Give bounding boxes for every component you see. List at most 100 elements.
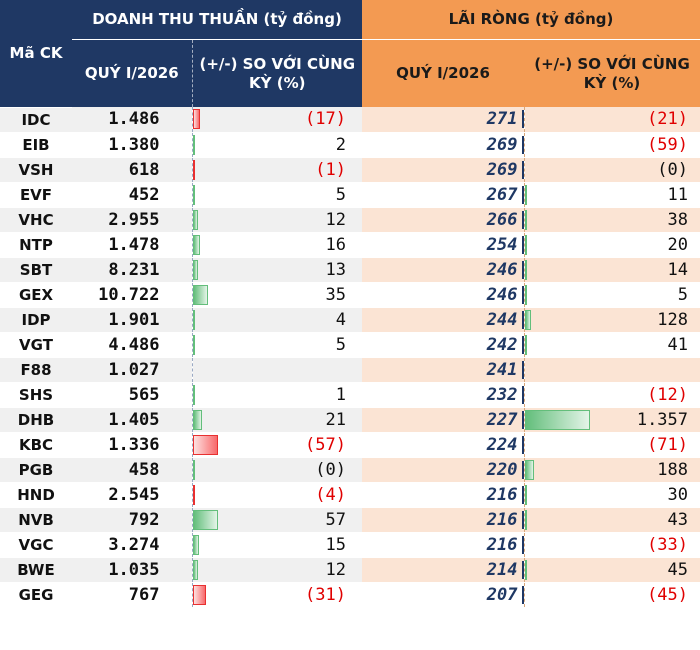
revenue-cell: 1.486 — [72, 107, 192, 133]
profit-change-bar — [524, 334, 527, 355]
profit-change-cell: (33) — [523, 532, 700, 558]
header-row-top: Mã CK DOANH THU THUẦN (tỷ đồng) LÃI RÒNG… — [0, 0, 700, 108]
table-row: SHS 565 1 232 (12) — [0, 382, 700, 408]
profit-change-value: 128 — [657, 309, 689, 330]
profit-marker — [521, 185, 524, 204]
profit-change-cell: 128 — [523, 307, 700, 333]
revenue-change-cell: 5 — [191, 332, 362, 358]
table-row: DHB 1.405 21 227 1.357 — [0, 407, 700, 433]
revenue-change-bar — [192, 559, 198, 580]
revenue-cell: 1.336 — [72, 432, 192, 458]
revenue-cell: 1.478 — [72, 232, 192, 258]
header-row-sub: QUÝ I/2026 (+/-) SO VỚI CÙNG KỲ (%) QUÝ … — [0, 39, 700, 107]
profit-value: 227 — [486, 409, 518, 430]
profit-change-cell: (71) — [523, 432, 700, 458]
revenue-cell: 1.901 — [72, 307, 192, 333]
profit-marker — [521, 310, 524, 329]
profit-value: 269 — [486, 134, 518, 155]
profit-marker — [521, 235, 524, 254]
profit-cell: 246 — [362, 257, 524, 283]
profit-change-cell: 188 — [523, 457, 700, 483]
profit-change-bar — [524, 284, 527, 305]
table-row: VSH 618 (1) 269 (0) — [0, 157, 700, 183]
revenue-cell: 452 — [72, 182, 192, 208]
ticker-cell: F88 — [0, 357, 72, 383]
ticker-cell: DHB — [0, 407, 72, 433]
profit-change-cell: 38 — [523, 207, 700, 233]
revenue-change-cell: 15 — [191, 532, 362, 558]
revenue-change-bar — [192, 459, 195, 480]
profit-marker — [521, 560, 524, 579]
revenue-change-bar — [192, 434, 219, 455]
profit-change-value: 43 — [667, 509, 689, 530]
profit-marker — [521, 135, 524, 154]
profit-cell: 241 — [362, 357, 524, 383]
revenue-cell: 1.035 — [72, 557, 192, 583]
profit-change-cell: 43 — [523, 507, 700, 533]
table-row: KBC 1.336 (57) 224 (71) — [0, 432, 700, 458]
revenue-cell: 565 — [72, 382, 192, 408]
profit-marker — [521, 485, 524, 504]
table-row: IDP 1.901 4 244 128 — [0, 307, 700, 333]
revenue-change-value: 1 — [335, 384, 346, 405]
table-row: VGT 4.486 5 242 41 — [0, 332, 700, 358]
revenue-cell: 767 — [72, 582, 192, 608]
profit-change-value: 38 — [667, 209, 689, 230]
profit-change-cell: 5 — [523, 282, 700, 308]
revenue-change-bar — [192, 159, 195, 180]
profit-cell: 227 — [362, 407, 524, 433]
revenue-change-bar — [192, 259, 199, 280]
table-row: NVB 792 57 216 43 — [0, 507, 700, 533]
table-row: NTP 1.478 16 254 20 — [0, 232, 700, 258]
revenue-change-cell: (17) — [191, 107, 362, 133]
profit-value: 254 — [486, 234, 518, 255]
profit-cell: 269 — [362, 132, 524, 158]
profit-change-value: (33) — [647, 534, 689, 555]
revenue-change-cell: 21 — [191, 407, 362, 433]
profit-change-bar — [524, 209, 527, 230]
profit-marker — [521, 335, 524, 354]
revenue-change-cell: 2 — [191, 132, 362, 158]
revenue-change-value: 5 — [335, 184, 346, 205]
profit-change-cell: 45 — [523, 557, 700, 583]
revenue-change-value: (31) — [305, 584, 346, 605]
profit-value: 216 — [486, 509, 518, 530]
profit-change-cell: 11 — [523, 182, 700, 208]
table-row: IDC 1.486 (17) 271 (21) — [0, 107, 700, 133]
profit-change-value: (59) — [647, 134, 689, 155]
revenue-change-cell: 12 — [191, 207, 362, 233]
profit-marker — [521, 535, 524, 554]
revenue-change-bar — [192, 309, 195, 330]
ticker-cell: SBT — [0, 257, 72, 283]
revenue-change-cell: 35 — [191, 282, 362, 308]
table-row: GEG 767 (31) 207 (45) — [0, 582, 700, 608]
table-row: VHC 2.955 12 266 38 — [0, 207, 700, 233]
revenue-change-cell: 4 — [191, 307, 362, 333]
profit-change-value: 5 — [677, 284, 689, 305]
revenue-change-cell: (1) — [191, 157, 362, 183]
table-row: SBT 8.231 13 246 14 — [0, 257, 700, 283]
profit-value: 244 — [486, 309, 518, 330]
revenue-change-cell: (0) — [191, 457, 362, 483]
profit-change-cell: (59) — [523, 132, 700, 158]
profit-cell: 271 — [362, 107, 524, 133]
profit-change-cell: (45) — [523, 582, 700, 608]
revenue-change-bar — [192, 209, 198, 230]
profit-marker — [521, 160, 524, 179]
revenue-change-cell: 5 — [191, 182, 362, 208]
ticker-cell: GEX — [0, 282, 72, 308]
revenue-change-cell: 57 — [191, 507, 362, 533]
revenue-change-value: 21 — [325, 409, 346, 430]
ticker-cell: EVF — [0, 182, 72, 208]
profit-cell: 216 — [362, 482, 524, 508]
profit-marker — [521, 435, 524, 454]
profit-change-value: 11 — [667, 184, 689, 205]
profit-change-cell: 1.357 — [523, 407, 700, 433]
revenue-cell: 792 — [72, 507, 192, 533]
revenue-cell: 2.955 — [72, 207, 192, 233]
revenue-change-value: (0) — [315, 459, 346, 480]
table-row: EIB 1.380 2 269 (59) — [0, 132, 700, 158]
revenue-change-value: (17) — [305, 109, 346, 130]
profit-value: 214 — [486, 559, 518, 580]
profit-value: 266 — [486, 209, 518, 230]
